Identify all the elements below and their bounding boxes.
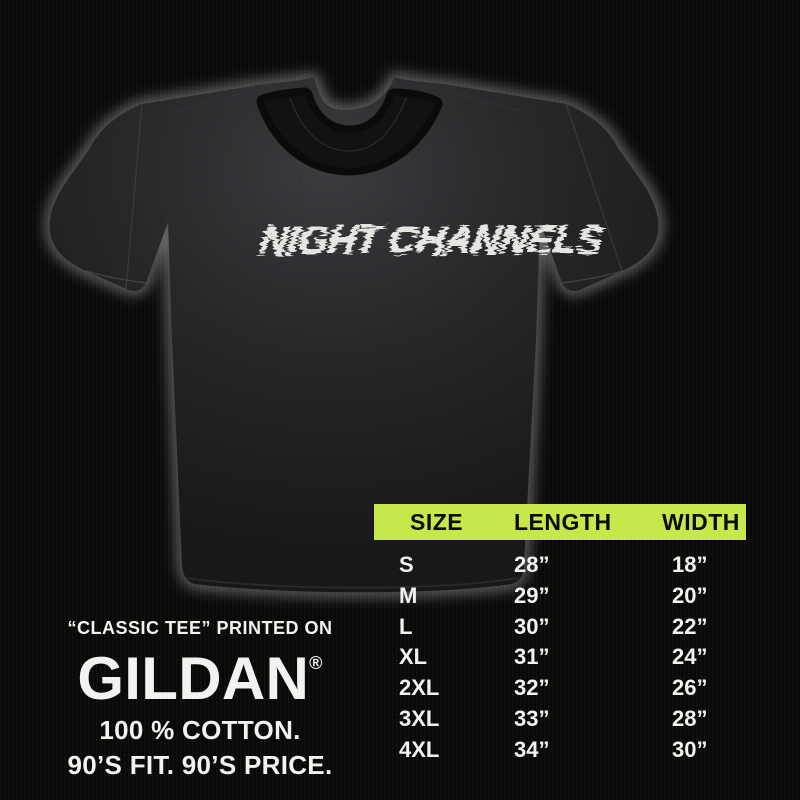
- svg-text:NIGHT CHANNELS: NIGHT CHANNELS: [257, 219, 605, 262]
